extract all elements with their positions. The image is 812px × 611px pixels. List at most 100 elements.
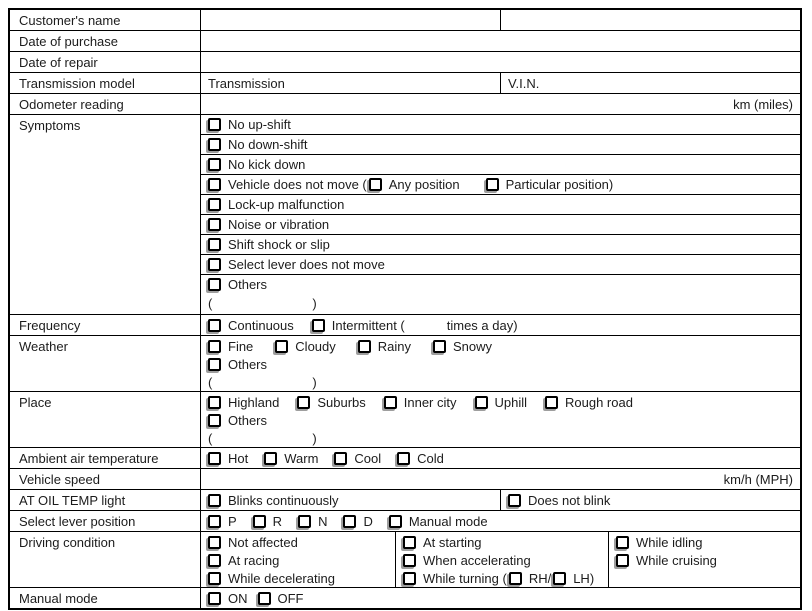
weather-others-line: Others	[201, 355, 800, 373]
checkbox-suburbs[interactable]	[297, 395, 311, 409]
checkbox-while-idling[interactable]	[616, 535, 629, 549]
checkbox-at-racing[interactable]	[208, 553, 221, 567]
checkbox-manual-mode-position[interactable]	[388, 514, 402, 528]
transmission-model-value-cell[interactable]: Transmission	[201, 73, 501, 93]
place-others-writein[interactable]: ( )	[201, 429, 800, 447]
checkbox-position-p[interactable]	[208, 514, 221, 528]
row-date-of-repair: Date of repair	[10, 52, 800, 73]
checkbox-does-not-blink[interactable]	[508, 493, 521, 507]
option-text: Continuous	[228, 317, 294, 333]
checkbox-warm[interactable]	[264, 451, 278, 465]
checkbox-position-r[interactable]	[252, 514, 266, 528]
driving-option-line: While decelerating	[201, 569, 395, 587]
checkbox-turning-rh[interactable]	[508, 571, 522, 585]
checkbox-rainy[interactable]	[357, 339, 371, 353]
checkbox-position-d[interactable]	[343, 514, 357, 528]
checkbox-when-accelerating[interactable]	[403, 553, 416, 567]
checkbox-blinks-continuously[interactable]	[208, 493, 221, 507]
checkbox-weather-others[interactable]	[208, 357, 221, 371]
checkbox-highland[interactable]	[208, 395, 221, 409]
checkbox-continuous[interactable]	[208, 318, 221, 332]
odometer-input-cell[interactable]: km (miles)	[201, 94, 800, 114]
at-oil-temp-no-blink-cell: Does not blink	[501, 490, 800, 510]
paren-close: )	[312, 430, 317, 446]
checkbox-while-cruising[interactable]	[616, 553, 629, 567]
date-of-purchase-input-cell[interactable]	[201, 31, 800, 51]
checkbox-snowy[interactable]	[433, 339, 447, 353]
checkbox-vehicle-does-not-move[interactable]	[208, 178, 221, 191]
driving-condition-label: Driving condition	[10, 532, 201, 587]
checkbox-no-kick-down[interactable]	[208, 158, 221, 171]
customer-name-input-cell[interactable]	[201, 10, 501, 30]
symptoms-label: Symptoms	[10, 115, 201, 314]
driving-option-line: While idling	[609, 533, 800, 551]
driving-option-line: Not affected	[201, 533, 395, 551]
symptom-text: Particular position)	[505, 177, 614, 192]
checkbox-while-decelerating[interactable]	[208, 571, 221, 585]
symptom-others-writein[interactable]: ( )	[201, 294, 800, 313]
symptom-text: Any position	[388, 177, 460, 192]
checkbox-not-affected[interactable]	[208, 535, 221, 549]
vin-value-cell[interactable]: V.I.N.	[501, 73, 800, 93]
customer-name-aux-cell[interactable]	[501, 10, 800, 30]
paren-open: (	[208, 296, 213, 311]
driving-condition-col3: While idling While cruising	[609, 532, 800, 587]
place-others-line: Others	[201, 411, 800, 429]
checkbox-inner-city[interactable]	[383, 395, 397, 409]
vehicle-speed-input-cell[interactable]: km/h (MPH)	[201, 469, 800, 489]
checkbox-while-turning[interactable]	[403, 571, 416, 585]
checkbox-uphill[interactable]	[474, 395, 488, 409]
transmission-text: Transmission	[208, 75, 285, 91]
checkbox-cloudy[interactable]	[275, 339, 289, 353]
checkbox-cold[interactable]	[397, 451, 411, 465]
option-text: R	[272, 513, 283, 529]
symptom-others-line: Others	[201, 275, 800, 294]
option-text: ON	[228, 590, 248, 606]
row-weather: Weather Fine Cloudy Rainy Snowy Others (…	[10, 336, 800, 392]
row-odometer-reading: Odometer reading km (miles)	[10, 94, 800, 115]
option-text: Uphill	[494, 394, 528, 410]
row-customer-name: Customer's name	[10, 10, 800, 31]
option-text: Rough road	[565, 394, 633, 410]
row-ambient-air-temperature: Ambient air temperature Hot Warm Cool Co…	[10, 448, 800, 469]
ambient-air-temperature-label: Ambient air temperature	[10, 448, 201, 468]
symptom-text: Shift shock or slip	[228, 237, 330, 252]
driving-option-line: At starting	[396, 533, 608, 551]
option-text: Intermittent (	[331, 317, 405, 333]
checkbox-position-n[interactable]	[298, 514, 312, 528]
checkbox-at-starting[interactable]	[403, 535, 416, 549]
checkbox-manual-on[interactable]	[208, 591, 221, 605]
driving-condition-col1: Not affected At racing While deceleratin…	[201, 532, 396, 587]
symptom-row-vehicle-does-not-move: Vehicle does not move ( Any position Par…	[201, 175, 800, 195]
option-text: RH/	[528, 570, 552, 586]
checkbox-any-position[interactable]	[368, 178, 382, 191]
driving-option-line: While cruising	[609, 551, 800, 569]
checkbox-turning-lh[interactable]	[553, 571, 567, 585]
checkbox-rough-road[interactable]	[545, 395, 559, 409]
option-text: Hot	[228, 450, 249, 466]
checkbox-symptoms-others[interactable]	[208, 278, 221, 291]
weather-others-writein[interactable]: ( )	[201, 373, 800, 391]
driving-condition-col2: At starting When accelerating While turn…	[396, 532, 609, 587]
date-of-repair-input-cell[interactable]	[201, 52, 800, 72]
checkbox-place-others[interactable]	[208, 413, 221, 427]
option-text: N	[318, 513, 328, 529]
checkbox-lock-up-malfunction[interactable]	[208, 198, 221, 211]
paren-close: )	[312, 296, 317, 311]
checkbox-cool[interactable]	[334, 451, 348, 465]
checkbox-no-down-shift[interactable]	[208, 138, 221, 151]
checkbox-fine[interactable]	[208, 339, 221, 353]
option-text: While cruising	[636, 552, 717, 568]
customer-name-label: Customer's name	[10, 10, 201, 30]
checkbox-select-lever-does-not-move[interactable]	[208, 258, 221, 271]
checkbox-hot[interactable]	[208, 451, 221, 465]
checkbox-no-up-shift[interactable]	[208, 118, 221, 131]
checkbox-noise-or-vibration[interactable]	[208, 218, 221, 231]
symptom-text: Vehicle does not move (	[228, 177, 367, 192]
checkbox-shift-shock-or-slip[interactable]	[208, 238, 221, 251]
symptom-row-select-lever-does-not-move: Select lever does not move	[201, 255, 800, 275]
checkbox-intermittent[interactable]	[311, 318, 325, 332]
date-of-purchase-label: Date of purchase	[10, 31, 201, 51]
checkbox-particular-position[interactable]	[485, 178, 499, 191]
checkbox-manual-off[interactable]	[257, 591, 271, 605]
